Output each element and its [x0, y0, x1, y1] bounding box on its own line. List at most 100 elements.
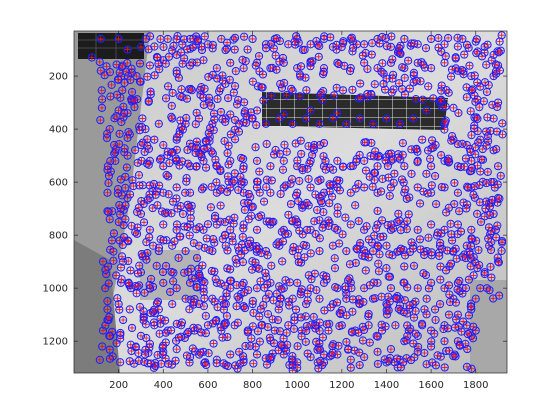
data-point [223, 332, 232, 342]
data-point [409, 68, 418, 77]
data-point [402, 336, 411, 345]
data-point [345, 260, 355, 269]
data-point [200, 278, 209, 287]
data-point [191, 148, 200, 158]
data-point [255, 167, 264, 176]
data-point [100, 71, 109, 80]
data-point [271, 145, 280, 155]
data-point [373, 162, 382, 171]
data-point [101, 321, 110, 330]
data-point [385, 191, 394, 200]
data-point [332, 40, 341, 49]
data-point [377, 320, 386, 329]
data-point [205, 245, 214, 254]
data-point [386, 42, 396, 52]
data-point [435, 299, 445, 309]
data-point [459, 69, 468, 79]
data-point [97, 103, 106, 112]
data-point [120, 108, 129, 118]
data-point [307, 275, 316, 284]
data-point [473, 114, 482, 123]
data-point [303, 289, 312, 298]
data-point [97, 86, 106, 95]
data-point [128, 176, 137, 185]
data-point [427, 337, 436, 346]
data-point [392, 294, 401, 304]
data-point [451, 54, 460, 63]
data-point [272, 289, 281, 298]
data-point [455, 207, 464, 216]
data-point [149, 318, 159, 327]
data-point [180, 268, 189, 277]
data-point [269, 217, 278, 226]
x-tick-label: 1400 [374, 380, 399, 391]
data-point [143, 195, 152, 204]
data-point [409, 339, 418, 348]
data-point [167, 148, 176, 157]
data-point [177, 157, 187, 166]
data-point [239, 224, 248, 233]
data-point [299, 240, 308, 250]
data-point [326, 303, 335, 312]
data-point [102, 270, 111, 279]
data-point [136, 42, 146, 52]
data-point [265, 333, 274, 342]
data-point [398, 139, 407, 148]
data-point [234, 127, 244, 136]
data-point [127, 346, 136, 356]
data-point [342, 119, 351, 128]
data-point [163, 34, 172, 44]
data-point [238, 232, 247, 242]
data-point [117, 191, 127, 200]
data-point [216, 186, 225, 195]
data-point [132, 229, 142, 238]
data-point [238, 258, 248, 267]
data-point [300, 253, 309, 262]
data-point [453, 33, 462, 42]
data-point [332, 83, 341, 92]
data-point [124, 278, 133, 287]
data-point [220, 231, 230, 240]
data-point [223, 187, 232, 197]
data-point [338, 230, 347, 239]
data-point [346, 355, 355, 364]
data-point [453, 220, 462, 229]
data-point [286, 179, 295, 188]
data-point [199, 288, 208, 297]
data-point [306, 62, 315, 71]
data-point [369, 278, 378, 287]
data-point [484, 234, 493, 243]
data-point [123, 133, 132, 142]
data-point [192, 253, 202, 263]
data-point [240, 246, 249, 255]
data-point [449, 351, 458, 361]
data-point [259, 197, 269, 206]
data-point [446, 72, 456, 81]
data-point [130, 96, 139, 105]
data-point [368, 182, 377, 191]
data-point [404, 56, 413, 65]
data-point [409, 114, 418, 123]
data-point [252, 156, 262, 166]
data-point [178, 40, 187, 49]
data-point [167, 112, 176, 122]
data-point [206, 203, 215, 212]
data-point [303, 296, 312, 305]
data-point [329, 91, 339, 100]
data-point [244, 239, 253, 248]
data-point [333, 109, 342, 118]
data-point [133, 269, 143, 278]
data-point [201, 329, 210, 338]
data-point [372, 331, 381, 341]
data-point [251, 61, 260, 70]
data-point [341, 213, 350, 222]
data-point [262, 183, 271, 192]
data-point [482, 178, 491, 188]
data-point [105, 312, 114, 322]
data-point [202, 137, 211, 146]
data-point [125, 305, 134, 314]
data-point [383, 161, 393, 171]
data-point [434, 43, 443, 52]
data-point [384, 292, 393, 301]
data-point [492, 145, 501, 154]
